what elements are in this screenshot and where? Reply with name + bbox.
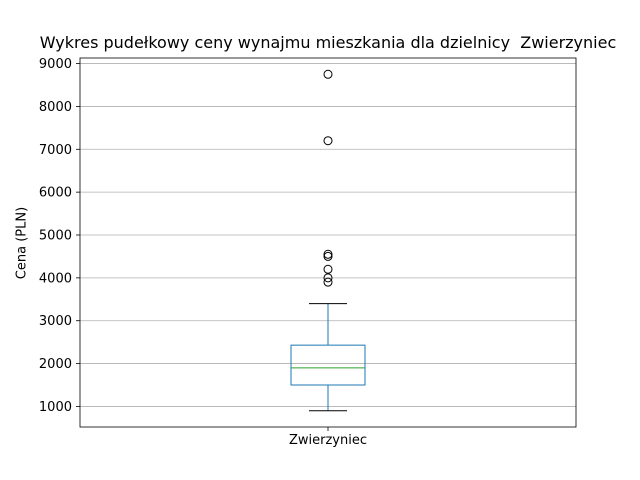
outlier-point [323,273,333,283]
y-tick-label: 6000 [39,186,72,201]
y-tick-label: 4000 [39,271,72,286]
outlier-point [323,251,333,261]
y-tick-label: 3000 [39,314,72,329]
x-tick-label: Zwierzyniec [289,433,367,448]
box [290,344,366,386]
outlier-point [323,277,333,287]
y-tick-label: 2000 [39,357,72,372]
y-tick-label: 1000 [39,400,72,415]
outlier-point [323,249,333,259]
y-tick-label: 7000 [39,143,72,158]
chart-title: Wykres pudełkowy ceny wynajmu mieszkania… [39,33,617,52]
y-tick-label: 9000 [39,57,72,72]
outlier-point [323,69,333,79]
outlier-point [323,136,333,146]
plot-frame [79,57,577,428]
y-tick-label: 5000 [39,229,72,244]
outlier-point [323,264,333,274]
y-tick-label: 8000 [39,100,72,115]
